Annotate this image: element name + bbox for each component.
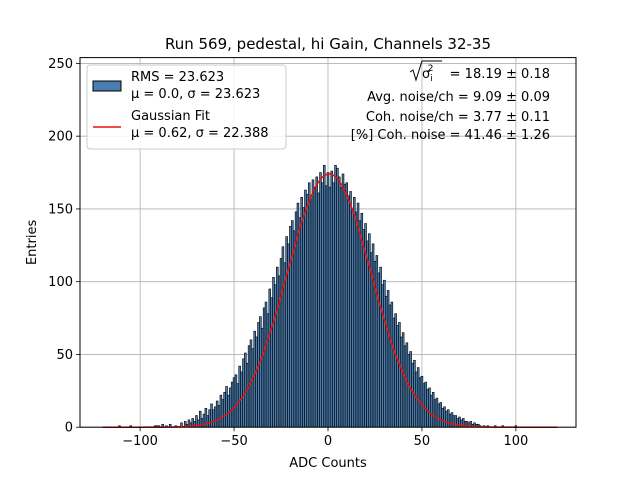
sqrt-sign xyxy=(409,60,442,82)
axis-ticks: −100 −50 0 50 100 0 50 100 150 200 250 xyxy=(48,57,528,449)
chart-title: Run 569, pedestal, hi Gain, Channels 32-… xyxy=(165,35,491,53)
y-tick-label: 50 xyxy=(56,348,73,363)
y-tick-label: 250 xyxy=(48,57,73,72)
legend-histogram-label: RMS = 23.623 xyxy=(131,70,224,85)
x-tick-label: −50 xyxy=(220,434,247,449)
annotation-sigma-value: = 18.19 ± 0.18 xyxy=(450,67,550,82)
legend-fit-label: Gaussian Fit xyxy=(131,109,210,124)
legend-histogram-label-line2: μ = 0.0, σ = 23.623 xyxy=(131,87,260,102)
legend-fit-label-line2: μ = 0.62, σ = 22.388 xyxy=(131,126,269,141)
y-tick-label: 0 xyxy=(65,421,73,436)
y-tick-label: 150 xyxy=(48,202,73,217)
noise-annotations: σi2 = 18.19 ± 0.18 Avg. noise/ch = 9.09 … xyxy=(351,60,550,143)
legend-frame xyxy=(86,64,287,150)
y-tick-label: 100 xyxy=(48,275,73,290)
annotation-sigma-sq: σi2 xyxy=(422,64,434,84)
y-axis-label: Entries xyxy=(25,220,40,266)
annotation-coh-noise-percent: [%] Coh. noise = 41.46 ± 1.26 xyxy=(351,128,550,143)
y-tick-label: 200 xyxy=(48,130,73,145)
x-tick-label: 100 xyxy=(503,434,528,449)
x-tick-label: 0 xyxy=(324,434,332,449)
legend-histogram-swatch xyxy=(92,80,122,92)
x-axis-label: ADC Counts xyxy=(289,456,367,471)
annotation-avg-noise: Avg. noise/ch = 9.09 ± 0.09 xyxy=(367,90,550,105)
legend: RMS = 23.623 μ = 0.0, σ = 23.623 Gaussia… xyxy=(86,64,287,150)
x-tick-label: 50 xyxy=(414,434,431,449)
annotation-coh-noise: Coh. noise/ch = 3.77 ± 0.11 xyxy=(366,110,550,125)
x-tick-label: −100 xyxy=(122,434,158,449)
